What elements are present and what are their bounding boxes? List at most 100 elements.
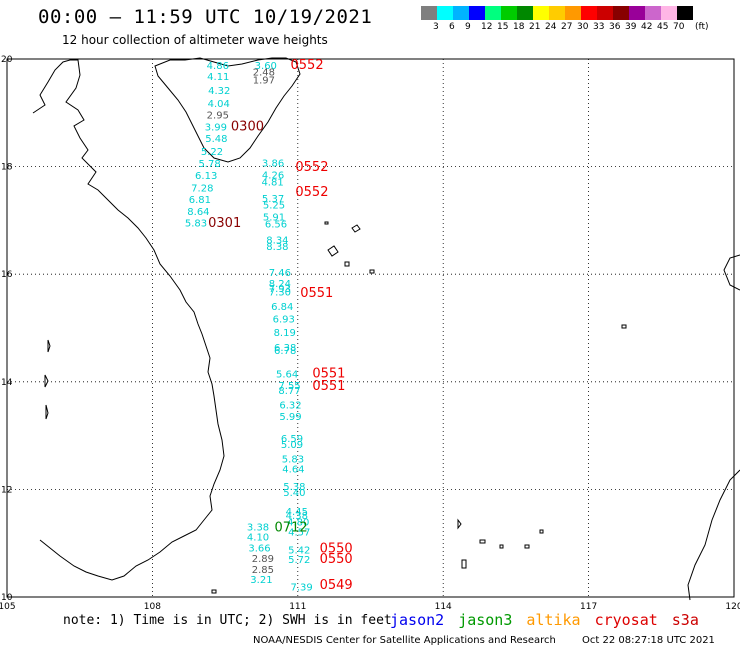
satellite-name-s3a: s3a: [671, 611, 699, 629]
wave-height-value: 6.93: [273, 315, 295, 326]
wave-height-value: 4.32: [208, 86, 230, 97]
wave-height-value: 6.84: [271, 302, 293, 313]
pass-time-label: 0550: [320, 552, 353, 567]
legend-label: 36: [609, 22, 621, 32]
wave-height-value: 3.21: [250, 575, 272, 586]
legend-unit: (ft): [695, 22, 709, 32]
legend-label: 24: [545, 22, 557, 32]
wave-height-value-low: 2.85: [252, 565, 274, 576]
wave-height-value-low: 1.97: [253, 76, 275, 87]
wave-height-value: 5.38: [283, 482, 305, 493]
wave-height-value-low: 2.48: [253, 68, 275, 79]
wave-height-value: 3.66: [248, 543, 270, 554]
footnote: note: 1) Time is in UTC; 2) SWH is in fe…: [63, 613, 392, 628]
wave-height-value: 4.86: [207, 61, 229, 72]
coastline-hainan: [154, 57, 301, 163]
pass-time-label: 0301: [208, 216, 241, 231]
wave-height-value: 5.91: [263, 212, 285, 223]
legend-label: 45: [657, 22, 669, 32]
legend-swatch: [469, 6, 485, 20]
wave-height-value: 3.99: [205, 123, 227, 134]
island-paracel-c: [351, 224, 361, 233]
wave-height-value: 6.32: [279, 401, 301, 412]
graticule: 201816141210105108111114117120: [0, 55, 740, 610]
wave-height-map: 201816141210105108111114117120 4.863.604…: [0, 55, 740, 610]
legend-swatch: [501, 6, 517, 20]
page-subtitle: 12 hour collection of altimeter wave hei…: [62, 33, 328, 47]
satellite-name-cryosat: cryosat: [594, 611, 658, 629]
wave-height-value: 8.19: [274, 328, 296, 339]
wave-height-value: 8.77: [278, 386, 300, 397]
wave-height-value: 5.83: [282, 455, 304, 466]
longitude-tick-label: 108: [144, 602, 161, 610]
coastline-philippines: [723, 254, 740, 291]
wave-height-value: 5.22: [201, 147, 223, 158]
wave-height-value: 5.78: [198, 159, 220, 170]
coastline-palawan: [687, 469, 740, 601]
pass-time-label: 0552: [295, 185, 328, 200]
credit-line: NOAA/NESDIS Center for Satellite Applica…: [253, 635, 556, 646]
page-title: 00:00 – 11:59 UTC 10/19/2021: [38, 6, 373, 28]
longitude-tick-label: 105: [0, 602, 16, 610]
wave-height-value: 8.24: [269, 279, 291, 290]
wave-height-value: 4.10: [247, 533, 269, 544]
island-spratly-c: [479, 539, 486, 544]
wave-height-value: 7.30: [269, 288, 291, 299]
legend-label: 27: [561, 22, 573, 32]
island-spratly-e: [499, 544, 504, 549]
wave-height-value: 6.13: [195, 171, 217, 182]
island-gulf-a: [47, 339, 51, 353]
pass-time-label: 0551: [312, 379, 345, 394]
legend-label: 9: [465, 22, 471, 32]
wave-height-value-low: 2.89: [252, 554, 274, 565]
coastline-vietnam: [32, 59, 225, 581]
legend-swatch: [421, 6, 437, 20]
wave-height-value: 5.72: [288, 555, 310, 566]
legend-label: 33: [593, 22, 605, 32]
island-spratly-f: [524, 544, 530, 549]
pass-time-label: 0551: [312, 366, 345, 381]
wave-height-value: 4.45: [286, 507, 308, 518]
legend-label: 30: [577, 22, 589, 32]
wave-height-value: 7.93: [269, 284, 291, 295]
wave-height-value: 7.46: [269, 268, 291, 279]
wave-height-value: 3.60: [255, 61, 277, 72]
wave-height-value-low: 2.95: [207, 111, 229, 122]
wave-height-value: 5.09: [281, 440, 303, 451]
wave-height-value: 4.64: [282, 465, 304, 476]
wave-height-value: 4.81: [261, 177, 283, 188]
wave-height-value: 3.38: [247, 522, 269, 533]
legend-swatch: [437, 6, 453, 20]
legend-swatch: [597, 6, 613, 20]
legend-swatch: [453, 6, 469, 20]
legend-label: 21: [529, 22, 541, 32]
wave-height-value: 6.59: [281, 434, 303, 445]
pass-time-label: 0550: [320, 541, 353, 556]
legend-swatch: [581, 6, 597, 20]
pass-time-label: 0549: [320, 578, 353, 593]
wave-height-value: 7.55: [278, 381, 300, 392]
wave-height-value: 5.64: [276, 369, 298, 380]
legend-swatch: [613, 6, 629, 20]
pass-time-label: 0552: [295, 160, 328, 175]
legend-label: 42: [641, 22, 653, 32]
legend-label: 12: [481, 22, 493, 32]
wave-height-value: 6.78: [274, 346, 296, 357]
island-spratly-d: [461, 559, 467, 569]
wave-height-value: 6.38: [274, 343, 296, 354]
wave-height-value: 4.26: [262, 170, 284, 181]
wave-height-value: 8.64: [187, 207, 209, 218]
legend-label: 18: [513, 22, 525, 32]
wave-height-value: 4.11: [207, 72, 229, 83]
wave-height-value: 4.38: [286, 511, 308, 522]
latitude-tick-label: 14: [1, 378, 13, 388]
satellite-name-jason3: jason3: [458, 611, 513, 629]
wave-height-value: 4.04: [208, 99, 230, 110]
wave-height-value: 7.39: [291, 583, 313, 594]
legend-swatch: [533, 6, 549, 20]
legend-swatch: [549, 6, 565, 20]
island-gulf-c: [45, 404, 49, 420]
satellite-name-altika: altika: [526, 611, 581, 629]
wave-height-value: 8.38: [266, 242, 288, 253]
island-paracel-a: [327, 245, 339, 257]
